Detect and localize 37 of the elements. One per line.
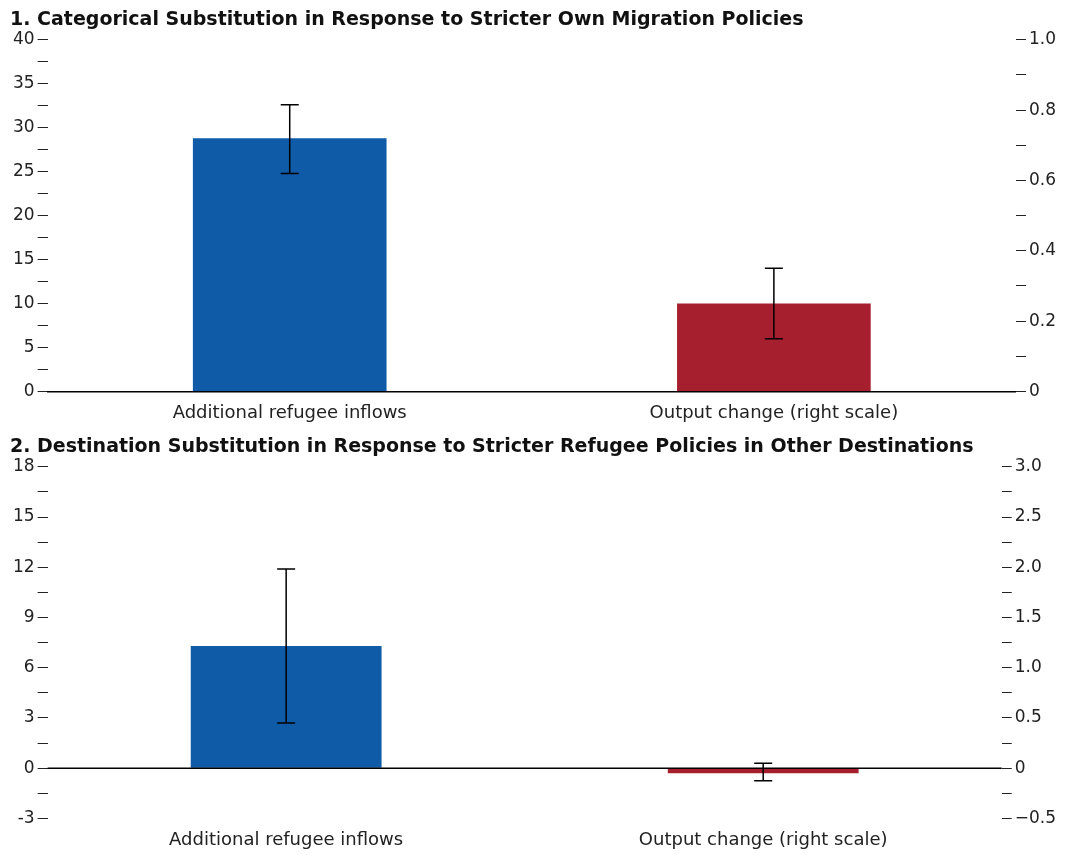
- y-tick-label: 15: [12, 247, 35, 268]
- y-tick-label: -3: [17, 806, 35, 827]
- y2-tick-label: 0: [1014, 756, 1026, 777]
- y-tick-label: 3: [23, 706, 35, 727]
- y-tick-label: 25: [12, 160, 35, 181]
- y-tick-label: 0: [23, 756, 35, 777]
- x-tick-label: Additional refugee inflows: [169, 827, 404, 849]
- y-tick-label: 9: [23, 605, 35, 626]
- y2-tick-label: 0.4: [1028, 239, 1057, 260]
- y-tick-label: 20: [12, 204, 35, 225]
- x-tick-label: Output change (right scale): [649, 400, 899, 422]
- y2-tick-label: 0.5: [1014, 706, 1042, 727]
- y-tick-label: 40: [12, 28, 35, 49]
- y-tick-label: 30: [12, 116, 35, 137]
- y-tick-label: 12: [12, 555, 35, 576]
- y2-tick-label: 1.0: [1014, 656, 1042, 677]
- y-tick-label: 6: [23, 656, 35, 677]
- y-tick-label: 5: [23, 335, 35, 356]
- x-tick-label: Output change (right scale): [638, 827, 888, 849]
- y-tick-label: 0: [23, 379, 35, 400]
- y2-tick-label: 0: [1028, 379, 1040, 400]
- x-tick-label: Additional refugee inflows: [172, 400, 407, 422]
- y-tick-label: 10: [12, 291, 35, 312]
- y2-tick-label: 2.5: [1014, 505, 1042, 526]
- y2-tick-label: 1.0: [1028, 28, 1057, 49]
- chart-title: 2. Destination Substitution in Response to Stricter Refugee Policies in Other Destinations: [10, 434, 974, 457]
- y2-tick-label: 0.8: [1028, 98, 1057, 119]
- y2-tick-label: 1.5: [1014, 605, 1042, 626]
- y2-tick-label: 0.6: [1028, 168, 1057, 189]
- y2-tick-label: 3.0: [1014, 455, 1042, 476]
- y2-tick-label: 2.0: [1014, 555, 1042, 576]
- chart-title: 1. Categorical Substitution in Response to Stricter Own Migration Policies: [10, 7, 804, 30]
- y-tick-label: 18: [12, 455, 35, 476]
- y2-tick-label: 0.2: [1028, 309, 1057, 330]
- y-tick-label: 35: [12, 72, 35, 93]
- y2-tick-label: −0.5: [1014, 806, 1056, 827]
- y-tick-label: 15: [12, 505, 35, 526]
